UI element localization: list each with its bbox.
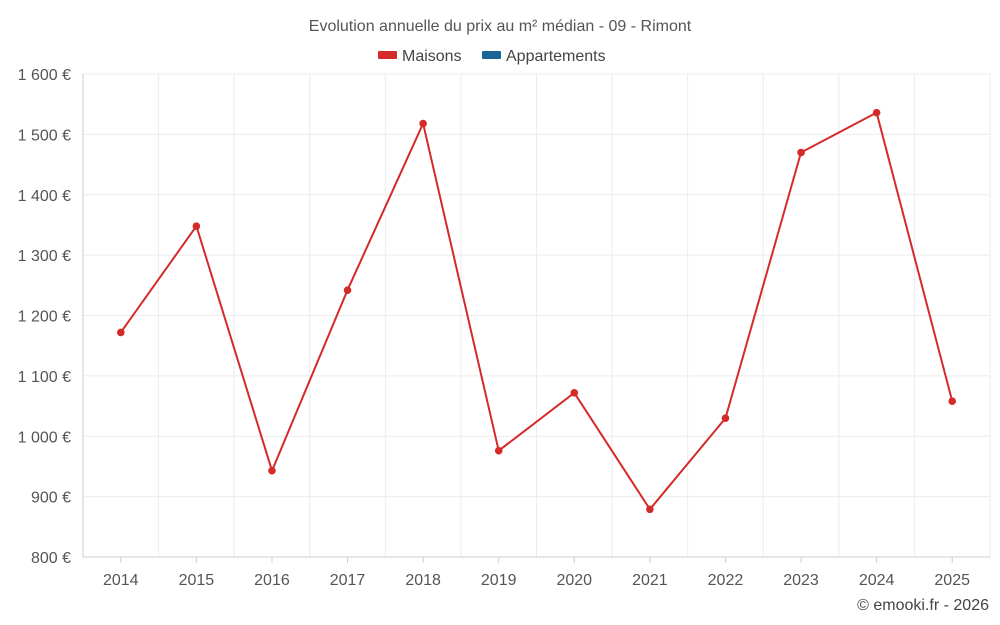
y-tick-label: 1 000 € [18, 429, 71, 446]
data-point-maisons-2016[interactable] [268, 466, 276, 475]
y-tick-label: 1 100 € [18, 369, 71, 386]
data-point-maisons-2019[interactable] [494, 446, 503, 455]
y-tick-label: 1 200 € [18, 309, 71, 326]
x-tick-label: 2016 [254, 572, 290, 589]
data-point-maisons-2022[interactable] [721, 414, 730, 422]
x-tick-label: 2025 [934, 572, 970, 589]
data-point-maisons-2021[interactable] [646, 505, 654, 514]
series-layer [116, 108, 957, 514]
y-tick-label: 1 400 € [18, 188, 71, 205]
legend-swatch-maisons [378, 51, 397, 59]
legend-label-appartements: Appartements [506, 48, 606, 65]
x-tick-label: 2015 [179, 572, 215, 589]
y-tick-label: 1 600 € [18, 67, 71, 84]
y-tick-label: 1 500 € [18, 127, 71, 144]
grid [82, 73, 991, 557]
data-point-maisons-2015[interactable] [192, 222, 201, 230]
x-tick-label: 2022 [708, 572, 744, 589]
data-point-maisons-2025[interactable] [948, 397, 957, 406]
y-tick-label: 1 300 € [18, 248, 71, 265]
y-tick-label: 800 € [31, 550, 71, 567]
data-point-maisons-2014[interactable] [116, 328, 125, 337]
x-tick-label: 2021 [632, 572, 668, 589]
x-tick-label: 2014 [103, 572, 139, 589]
axes: 800 € 900 € 1 000 € 1 100 € 1 200 € 1 300 € 1 … [18, 67, 990, 589]
x-tick-label: 2018 [405, 572, 441, 589]
legend-swatch-appartements [482, 51, 501, 59]
data-point-maisons-2018[interactable] [419, 119, 427, 128]
data-point-maisons-2023[interactable] [797, 148, 805, 157]
y-tick-label: 900 € [31, 490, 71, 507]
chart-legend: Maisons Appartements [378, 48, 606, 65]
credit-text: © emooki.fr - 2026 [857, 597, 989, 614]
data-point-maisons-2020[interactable] [570, 388, 579, 397]
x-tick-label: 2017 [330, 572, 366, 589]
legend-item-appartements[interactable]: Appartements [482, 48, 606, 65]
chart-title: Evolution annuelle du prix au m² médian … [309, 18, 692, 35]
x-tick-label: 2020 [556, 572, 592, 589]
x-tick-label: 2023 [783, 572, 819, 589]
x-tick-label: 2019 [481, 572, 517, 589]
legend-label-maisons: Maisons [402, 48, 462, 65]
legend-item-maisons[interactable]: Maisons [378, 48, 462, 65]
x-tick-label: 2024 [859, 572, 895, 589]
series-line-maisons [119, 111, 954, 511]
data-point-maisons-2017[interactable] [343, 286, 352, 294]
data-point-maisons-2024[interactable] [872, 108, 881, 117]
